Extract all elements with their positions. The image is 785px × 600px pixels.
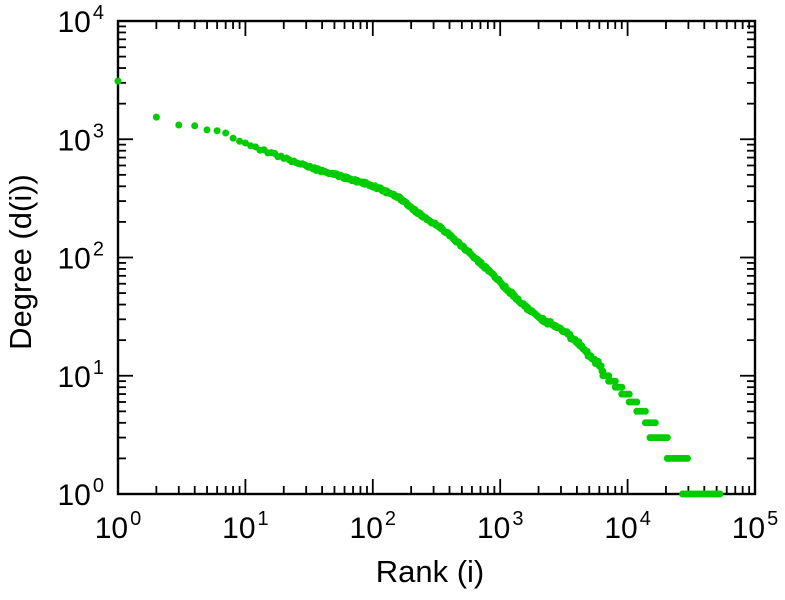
y-tick-label: 10 1 [58,357,105,394]
data-point [618,383,626,391]
x-tick-label: 10 2 [350,508,397,545]
tick-exponent: 4 [640,508,651,530]
data-point [222,129,230,137]
x-tick-label: 10 1 [222,508,269,545]
plot-frame [116,19,757,496]
tick-exponent: 5 [767,508,778,530]
data-point [625,390,633,398]
data-point [633,398,641,406]
tick-exponent: 2 [385,508,396,530]
y-axis-title: Degree (d(i)) [3,174,38,350]
x-tick-label: 10 0 [95,508,142,545]
y-tick-label: 10 0 [58,475,105,512]
axes-layer [116,19,757,496]
data-point [203,126,211,134]
data-series-layer [114,77,724,498]
data-point [684,454,691,462]
data-point [663,434,671,442]
tick-exponent: 2 [93,239,104,261]
y-tick-label: 10 3 [58,120,105,157]
data-point [229,134,237,142]
data-point [651,419,659,427]
data-point [191,122,199,130]
x-axis-title: Rank (i) [376,554,485,589]
data-point [611,377,619,385]
x-tick-label: 10 4 [604,508,651,545]
y-tick-label: 10 2 [58,239,105,276]
tick-exponent: 3 [512,508,523,530]
tick-exponent: 3 [93,120,104,142]
tick-exponent: 1 [258,508,269,530]
data-point [175,121,183,129]
x-tick-label: 10 5 [732,508,779,545]
x-tick-label: 10 3 [477,508,524,545]
data-point [641,407,649,415]
tick-exponent: 1 [93,357,104,379]
y-tick-label: 10 4 [58,2,105,39]
data-point [213,127,221,135]
data-point [236,137,244,145]
data-point [597,362,605,370]
tick-label-layer: 10 0 10 1 10 2 10 3 10 4 10 510 010 110 210 310 4 [58,2,779,545]
data-point [716,490,724,498]
data-point [241,139,249,147]
tick-exponent: 4 [93,2,104,24]
data-point [114,77,122,85]
data-point [605,372,613,380]
tick-exponent: 0 [130,508,141,530]
tick-exponent: 0 [93,475,104,497]
data-point [152,113,160,121]
